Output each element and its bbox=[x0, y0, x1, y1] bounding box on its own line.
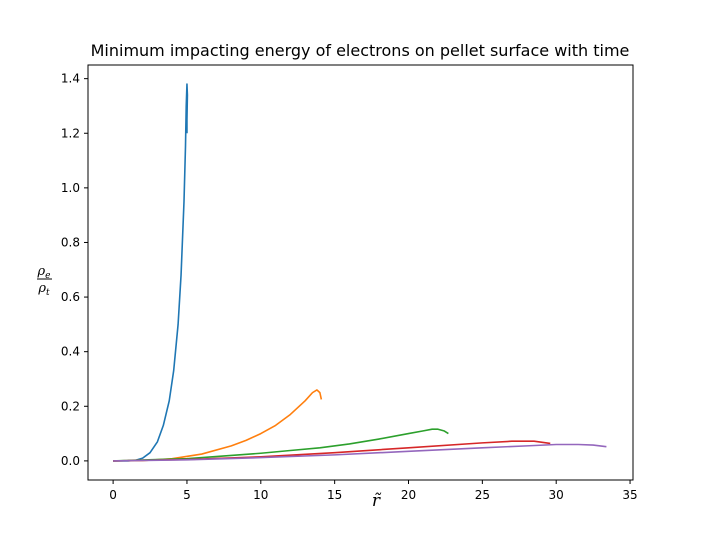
y-tick-label: 1.0 bbox=[61, 181, 80, 195]
chart-title: Minimum impacting energy of electrons on… bbox=[91, 41, 630, 60]
series-line-1 bbox=[113, 83, 189, 462]
series-line-2 bbox=[113, 389, 323, 462]
series-line-3 bbox=[113, 428, 449, 462]
x-tick-label: 10 bbox=[253, 488, 268, 502]
x-axis: 0 5 10 15 20 25 30 35 bbox=[109, 480, 638, 502]
series-line-5 bbox=[113, 443, 607, 462]
x-tick-label: 5 bbox=[183, 488, 191, 502]
plot-area bbox=[87, 64, 634, 481]
x-axis-label: r̃ bbox=[372, 491, 382, 511]
plot-frame bbox=[87, 64, 634, 481]
x-tick-label: 35 bbox=[622, 488, 637, 502]
x-tick-label: 25 bbox=[475, 488, 490, 502]
y-tick-label: 0.6 bbox=[61, 290, 80, 304]
y-tick-label: 0.4 bbox=[61, 345, 80, 359]
y-axis: 0.0 0.2 0.4 0.6 0.8 1.0 1.2 1.4 bbox=[61, 72, 88, 468]
y-tick-label: 1.2 bbox=[61, 126, 80, 140]
y-tick-label: 0.0 bbox=[61, 454, 80, 468]
x-tick-label: 15 bbox=[327, 488, 342, 502]
x-axis-label-text: r̃ bbox=[372, 491, 382, 511]
series-lines bbox=[113, 83, 607, 462]
y-tick-label: 1.4 bbox=[61, 72, 80, 86]
y-tick-label: 0.8 bbox=[61, 235, 80, 249]
y-tick-label: 0.2 bbox=[61, 399, 80, 413]
x-tick-label: 0 bbox=[109, 488, 117, 502]
x-tick-label: 30 bbox=[549, 488, 564, 502]
x-tick-label: 20 bbox=[401, 488, 416, 502]
